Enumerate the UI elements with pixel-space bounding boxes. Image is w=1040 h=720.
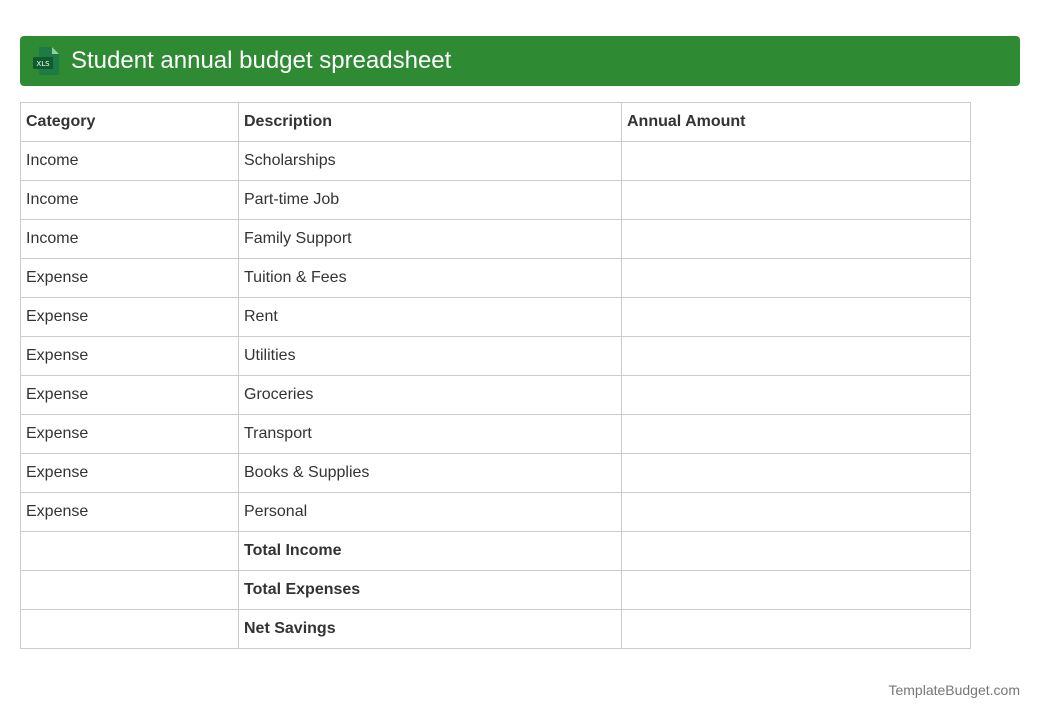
amount-cell[interactable] xyxy=(621,297,971,337)
description-cell[interactable]: Groceries xyxy=(238,375,622,415)
category-cell[interactable]: Expense xyxy=(20,492,239,532)
table-row: Income Part-time Job xyxy=(20,180,971,220)
column-header-annual-amount: Annual Amount xyxy=(621,102,971,142)
amount-cell[interactable] xyxy=(621,453,971,493)
category-cell[interactable]: Expense xyxy=(20,297,239,337)
description-cell[interactable]: Personal xyxy=(238,492,622,532)
amount-cell[interactable] xyxy=(621,414,971,454)
table-row: Income Family Support xyxy=(20,219,971,259)
table-row: Expense Books & Supplies xyxy=(20,453,971,493)
page-title: Student annual budget spreadsheet xyxy=(71,47,452,74)
title-bar: XLS Student annual budget spreadsheet xyxy=(20,36,1020,86)
category-cell[interactable]: Expense xyxy=(20,453,239,493)
total-income-label[interactable]: Total Income xyxy=(238,531,622,571)
budget-table: Category Description Annual Amount Incom… xyxy=(20,102,971,649)
amount-cell[interactable] xyxy=(621,141,971,181)
total-expenses-row: Total Expenses xyxy=(20,570,971,610)
amount-cell[interactable] xyxy=(621,258,971,298)
amount-cell[interactable] xyxy=(621,336,971,376)
category-cell[interactable]: Income xyxy=(20,219,239,259)
category-cell[interactable] xyxy=(20,531,239,571)
total-expenses-label[interactable]: Total Expenses xyxy=(238,570,622,610)
category-cell[interactable]: Expense xyxy=(20,336,239,376)
category-cell[interactable] xyxy=(20,570,239,610)
table-row: Expense Groceries xyxy=(20,375,971,415)
column-header-category: Category xyxy=(20,102,239,142)
table-row: Expense Transport xyxy=(20,414,971,454)
header-row: Category Description Annual Amount xyxy=(20,102,971,142)
category-cell[interactable]: Expense xyxy=(20,258,239,298)
description-cell[interactable]: Part-time Job xyxy=(238,180,622,220)
description-cell[interactable]: Scholarships xyxy=(238,141,622,181)
description-cell[interactable]: Transport xyxy=(238,414,622,454)
description-cell[interactable]: Books & Supplies xyxy=(238,453,622,493)
category-cell[interactable]: Expense xyxy=(20,375,239,415)
total-income-amount[interactable] xyxy=(621,531,971,571)
category-cell[interactable]: Expense xyxy=(20,414,239,454)
net-savings-row: Net Savings xyxy=(20,609,971,649)
table-row: Expense Rent xyxy=(20,297,971,337)
net-savings-amount[interactable] xyxy=(621,609,971,649)
table-row: Expense Personal xyxy=(20,492,971,532)
xls-icon-label: XLS xyxy=(36,60,50,68)
description-cell[interactable]: Utilities xyxy=(238,336,622,376)
amount-cell[interactable] xyxy=(621,180,971,220)
category-cell[interactable]: Income xyxy=(20,180,239,220)
amount-cell[interactable] xyxy=(621,375,971,415)
total-income-row: Total Income xyxy=(20,531,971,571)
total-expenses-amount[interactable] xyxy=(621,570,971,610)
table-row: Income Scholarships xyxy=(20,141,971,181)
amount-cell[interactable] xyxy=(621,219,971,259)
description-cell[interactable]: Family Support xyxy=(238,219,622,259)
table-row: Expense Tuition & Fees xyxy=(20,258,971,298)
table-row: Expense Utilities xyxy=(20,336,971,376)
amount-cell[interactable] xyxy=(621,492,971,532)
net-savings-label[interactable]: Net Savings xyxy=(238,609,622,649)
category-cell[interactable] xyxy=(20,609,239,649)
column-header-description: Description xyxy=(238,102,622,142)
description-cell[interactable]: Tuition & Fees xyxy=(238,258,622,298)
description-cell[interactable]: Rent xyxy=(238,297,622,337)
category-cell[interactable]: Income xyxy=(20,141,239,181)
xls-file-icon: XLS xyxy=(33,47,59,75)
footer-brand: TemplateBudget.com xyxy=(888,682,1020,698)
